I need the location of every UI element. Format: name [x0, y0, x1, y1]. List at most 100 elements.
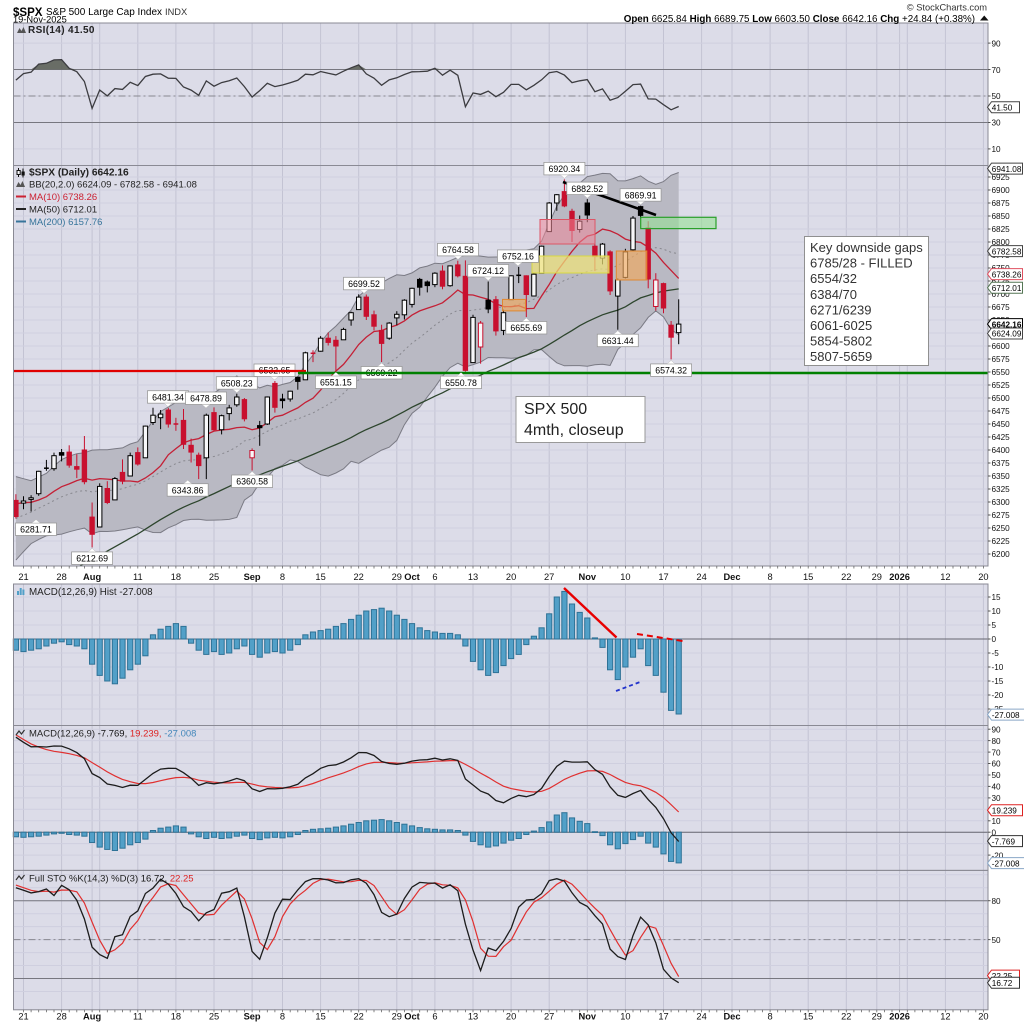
svg-text:6624.09: 6624.09 — [992, 330, 1022, 339]
svg-text:6752.16: 6752.16 — [502, 252, 534, 262]
svg-text:6250: 6250 — [992, 524, 1011, 533]
svg-text:MACD(12,26,9) Hist -27.008: MACD(12,26,9) Hist -27.008 — [29, 587, 153, 598]
svg-text:60: 60 — [992, 760, 1002, 769]
svg-text:Oct: Oct — [404, 1011, 420, 1021]
svg-text:6600: 6600 — [992, 342, 1011, 351]
svg-text:22: 22 — [354, 1011, 364, 1021]
svg-text:-27.008: -27.008 — [992, 711, 1020, 720]
svg-text:BB(20,2.0) 6624.09 - 6782.58 -: BB(20,2.0) 6624.09 - 6782.58 - 6941.08 — [29, 180, 197, 191]
svg-text:17: 17 — [658, 572, 668, 582]
svg-text:41.50: 41.50 — [992, 103, 1013, 112]
svg-text:0: 0 — [992, 635, 997, 644]
svg-text:6343.86: 6343.86 — [172, 485, 204, 495]
svg-text:40: 40 — [992, 783, 1002, 792]
svg-text:© StockCharts.com: © StockCharts.com — [907, 3, 987, 13]
svg-text:6: 6 — [432, 1011, 437, 1021]
svg-text:11: 11 — [133, 572, 143, 582]
svg-text:27: 27 — [544, 572, 554, 582]
svg-text:6700: 6700 — [992, 290, 1011, 299]
svg-text:8: 8 — [280, 572, 285, 582]
svg-text:29: 29 — [872, 572, 882, 582]
svg-text:19.239: 19.239 — [992, 806, 1017, 815]
svg-text:6508.23: 6508.23 — [221, 378, 253, 388]
svg-text:6450: 6450 — [992, 420, 1011, 429]
svg-text:6920.34: 6920.34 — [548, 164, 580, 174]
svg-text:15: 15 — [315, 1011, 325, 1021]
svg-text:50: 50 — [992, 936, 1002, 945]
svg-text:Nov: Nov — [579, 572, 597, 582]
svg-text:MA(50) 6712.01: MA(50) 6712.01 — [29, 205, 97, 216]
svg-text:8: 8 — [280, 1011, 285, 1021]
svg-text:5807-5659: 5807-5659 — [810, 349, 872, 364]
svg-text:$SPX: $SPX — [13, 7, 43, 19]
svg-text:6: 6 — [432, 572, 437, 582]
svg-text:10: 10 — [992, 607, 1002, 616]
svg-text:6699.52: 6699.52 — [348, 279, 380, 289]
svg-text:-5: -5 — [992, 649, 1000, 658]
svg-text:6200: 6200 — [992, 550, 1011, 559]
svg-text:6882.52: 6882.52 — [571, 184, 603, 194]
svg-text:22.25: 22.25 — [992, 972, 1013, 981]
svg-text:6764.58: 6764.58 — [442, 245, 474, 255]
svg-text:6925: 6925 — [992, 173, 1011, 182]
svg-text:22: 22 — [354, 572, 364, 582]
svg-text:RSI(14) 41.50: RSI(14) 41.50 — [28, 25, 95, 36]
svg-text:-27.008: -27.008 — [992, 859, 1020, 868]
svg-text:70: 70 — [992, 748, 1002, 757]
svg-text:17: 17 — [658, 1011, 668, 1021]
svg-text:6425: 6425 — [992, 433, 1011, 442]
svg-text:6384/70: 6384/70 — [810, 287, 857, 302]
svg-text:28: 28 — [56, 1011, 66, 1021]
svg-text:INDX: INDX — [165, 7, 187, 17]
svg-text:80: 80 — [992, 897, 1002, 906]
svg-text:90: 90 — [992, 39, 1002, 48]
svg-text:6785/28 - FILLED: 6785/28 - FILLED — [810, 256, 913, 271]
svg-text:Oct: Oct — [404, 572, 420, 582]
svg-text:6271/6239: 6271/6239 — [810, 302, 871, 317]
svg-text:-20: -20 — [992, 851, 1004, 860]
svg-text:70: 70 — [992, 66, 1002, 75]
svg-text:6375: 6375 — [992, 459, 1011, 468]
svg-text:6782.58: 6782.58 — [992, 247, 1022, 256]
svg-text:0: 0 — [992, 828, 997, 837]
svg-text:2026: 2026 — [889, 1011, 910, 1021]
svg-text:Sep: Sep — [244, 572, 261, 582]
svg-text:Aug: Aug — [83, 572, 101, 582]
svg-text:-10: -10 — [992, 663, 1004, 672]
svg-text:10: 10 — [620, 572, 630, 582]
svg-text:6825: 6825 — [992, 225, 1011, 234]
svg-text:18: 18 — [171, 572, 181, 582]
svg-text:29: 29 — [872, 1011, 882, 1021]
svg-text:25: 25 — [209, 1011, 219, 1021]
svg-text:15: 15 — [803, 1011, 813, 1021]
svg-text:6941.08: 6941.08 — [992, 165, 1022, 174]
svg-text:5854-5802: 5854-5802 — [810, 334, 872, 349]
svg-text:S&P 500 Large Cap Index: S&P 500 Large Cap Index — [46, 7, 162, 18]
svg-text:6325: 6325 — [992, 485, 1011, 494]
svg-text:6550.78: 6550.78 — [445, 378, 477, 388]
svg-text:4mth, closeup: 4mth, closeup — [524, 422, 624, 439]
svg-text:6850: 6850 — [992, 212, 1011, 221]
svg-text:20: 20 — [978, 572, 988, 582]
svg-text:13: 13 — [468, 1011, 478, 1021]
svg-text:Sep: Sep — [244, 1011, 261, 1021]
svg-text:50: 50 — [992, 771, 1002, 780]
svg-text:6350: 6350 — [992, 472, 1011, 481]
svg-text:10: 10 — [620, 1011, 630, 1021]
svg-text:6281.71: 6281.71 — [20, 525, 52, 535]
svg-text:MACD(12,26,9) -7.769, 19.239,: MACD(12,26,9) -7.769, 19.239, -27.008 — [29, 729, 196, 740]
svg-text:24: 24 — [696, 572, 706, 582]
svg-text:Aug: Aug — [83, 1011, 101, 1021]
svg-text:-7.769: -7.769 — [992, 837, 1016, 846]
svg-text:6550: 6550 — [992, 368, 1011, 377]
svg-text:6712.01: 6712.01 — [992, 284, 1022, 293]
svg-text:MA(200) 6157.76: MA(200) 6157.76 — [29, 217, 102, 228]
svg-text:6275: 6275 — [992, 511, 1011, 520]
svg-text:12: 12 — [940, 1011, 950, 1021]
svg-text:6554/32: 6554/32 — [810, 271, 857, 286]
svg-text:11: 11 — [133, 1011, 143, 1021]
svg-text:Nov: Nov — [579, 1011, 597, 1021]
svg-text:24: 24 — [696, 1011, 706, 1021]
svg-text:Dec: Dec — [723, 1011, 740, 1021]
svg-text:6475: 6475 — [992, 407, 1011, 416]
